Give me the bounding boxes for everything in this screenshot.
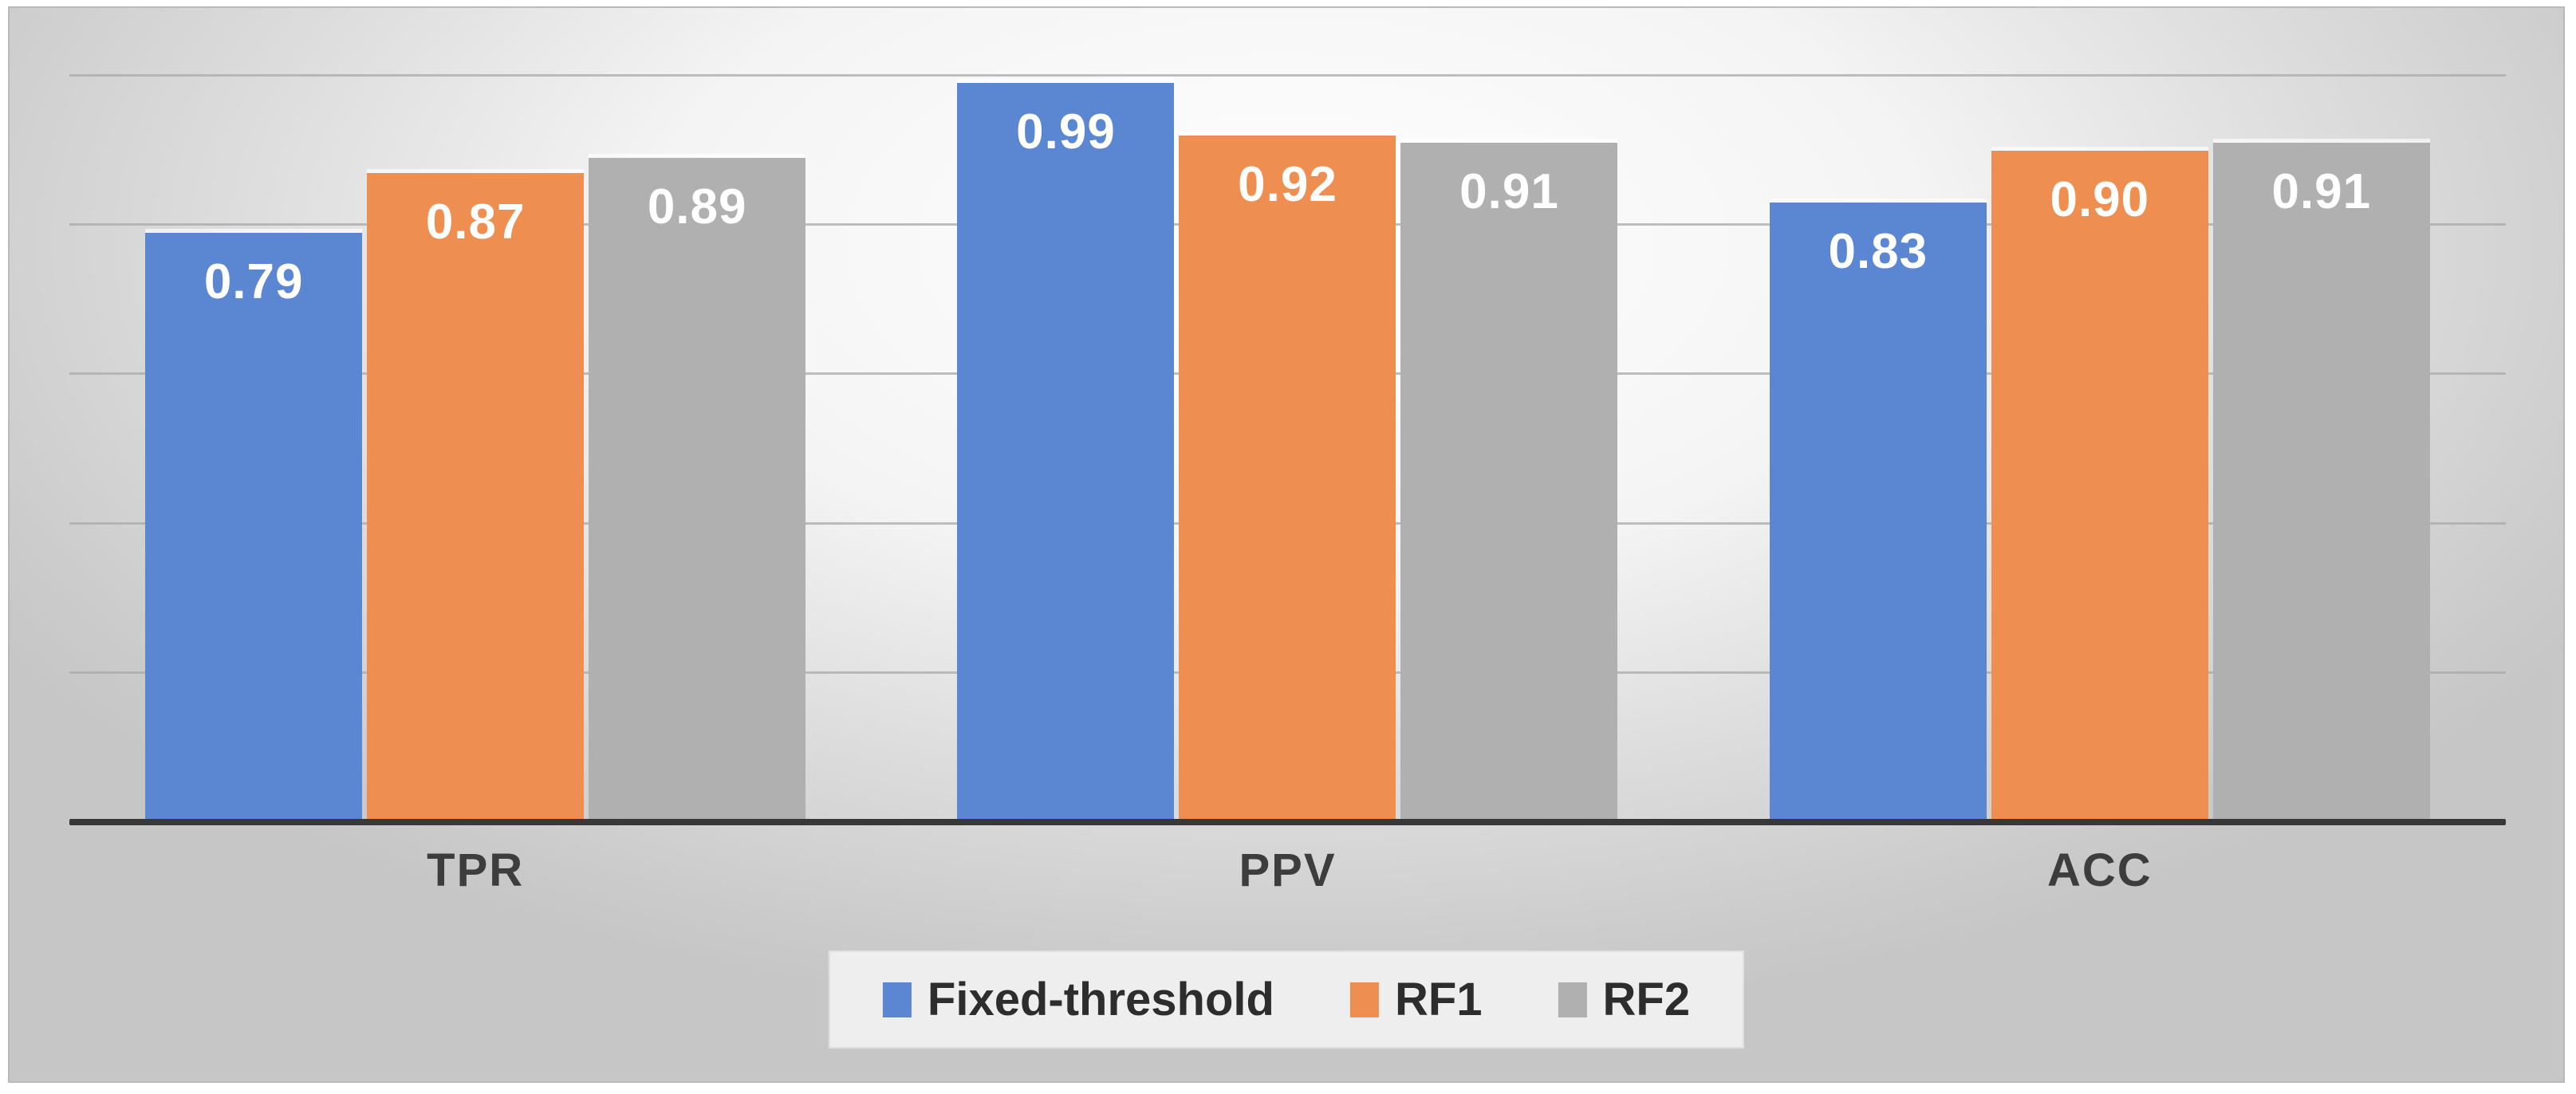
data-label: 0.91 [2271, 164, 2372, 220]
category-label-ppv: PPV [1239, 844, 1337, 896]
data-label: 0.79 [203, 254, 304, 309]
data-label: 0.83 [1828, 224, 1928, 280]
legend-label: Fixed-threshold [927, 974, 1274, 1025]
bar-groups: 0.79 0.87 0.89 0.99 0.92 0.91 0.83 0.90 0.91 [69, 76, 2506, 822]
data-label: 0.89 [647, 179, 747, 234]
data-label: 0.87 [425, 194, 526, 250]
legend-swatch-icon [882, 982, 912, 1017]
bar-group-tpr: 0.79 0.87 0.89 [69, 76, 881, 822]
legend-label: RF2 [1602, 974, 1691, 1025]
legend-entry-rf2: RF2 [1558, 973, 1691, 1026]
category-label-acc: ACC [2046, 844, 2153, 896]
legend-swatch-icon [1558, 982, 1587, 1017]
bar-fixed-threshold-tpr: 0.79 [145, 232, 363, 822]
bar-rf1-ppv: 0.92 [1179, 135, 1396, 822]
legend-entry-fixed-threshold: Fixed-threshold [882, 973, 1274, 1026]
data-label: 0.92 [1238, 156, 1337, 212]
legend-entry-rf1: RF1 [1349, 973, 1483, 1026]
bar-rf2-acc: 0.91 [2212, 143, 2430, 822]
data-label: 0.91 [1459, 164, 1559, 220]
legend: Fixed-threshold RF1 RF2 [828, 950, 1745, 1049]
bar-rf1-acc: 0.90 [1991, 150, 2208, 822]
category-label-tpr: TPR [427, 844, 525, 896]
bar-rf2-ppv: 0.91 [1400, 143, 1618, 822]
category-labels: TPR PPV ACC [69, 844, 2506, 897]
bar-group-ppv: 0.99 0.92 0.91 [881, 76, 1693, 822]
bar-fixed-threshold-ppv: 0.99 [957, 83, 1175, 822]
bar-rf2-tpr: 0.89 [589, 157, 806, 822]
bar-rf1-tpr: 0.87 [367, 172, 585, 822]
bar-fixed-threshold-acc: 0.83 [1769, 203, 1987, 822]
gridline-1.0 [69, 74, 2506, 77]
bar-group-acc: 0.83 0.90 0.91 [1694, 76, 2506, 822]
legend-swatch-icon [1349, 982, 1379, 1017]
legend-label: RF1 [1394, 974, 1483, 1025]
data-label: 0.99 [1016, 104, 1116, 160]
data-label: 0.90 [2050, 171, 2150, 227]
x-axis-line [69, 819, 2506, 825]
chart-card: 0.79 0.87 0.89 0.99 0.92 0.91 0.83 0.90 0.91 TPR… [8, 6, 2565, 1083]
plot-area: 0.79 0.87 0.89 0.99 0.92 0.91 0.83 0.90 0.91 [69, 74, 2506, 825]
